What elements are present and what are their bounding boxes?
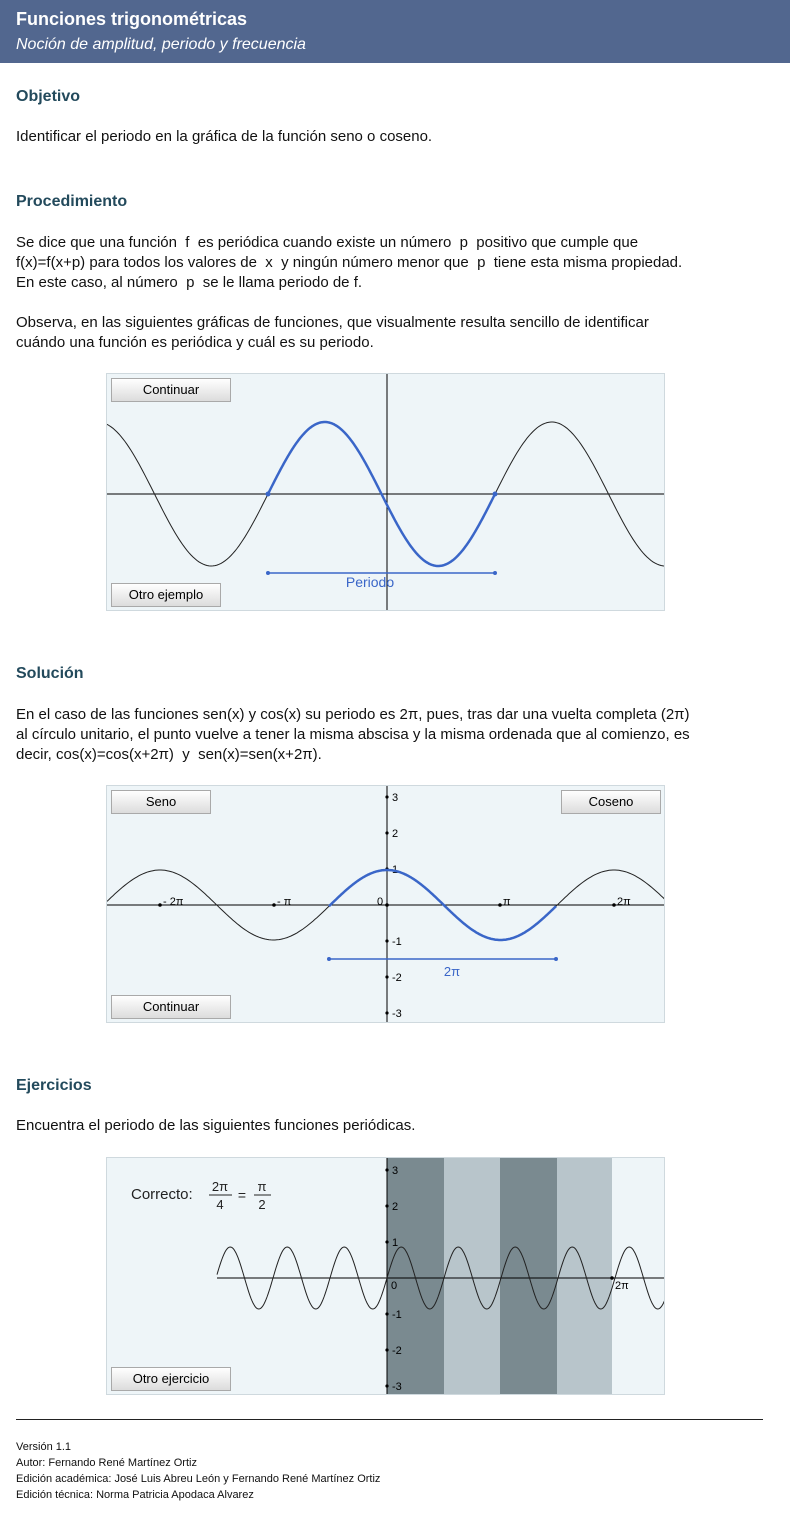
x-tick-label: 0 [377,896,383,908]
y-tick-label: -3 [392,1008,402,1020]
procedimiento-line-3: En este caso, al número p se le llama pe… [16,274,363,291]
exercise-panel[interactable]: 3 2 1 -1 -2 -3 0 2π Correcto: 2π 4 = π 2 Otro… [106,1157,665,1395]
y-tick-label: 3 [392,792,398,804]
period-highlight-curve [328,868,557,942]
objetivo-heading: Objetivo [16,88,81,105]
period-band-3 [500,1158,557,1394]
period-segment-start [327,957,331,961]
period-end-point[interactable] [492,491,498,497]
x-tick-2pi [610,1276,614,1280]
y-tick-mark [385,795,389,799]
solucion-paragraph: En el caso de las funciones sen(x) y cos… [16,705,766,765]
x-tick-label: π [503,896,511,908]
period-band-1 [387,1158,444,1394]
x-tick-label: - 2π [163,896,184,908]
author-text: Autor: Fernando René Martínez Ortiz [16,1457,197,1469]
y-tick-label: -1 [392,936,402,948]
version-text: Versión 1.1 [16,1441,72,1453]
period-segment-end [554,957,558,961]
page-title: Funciones trigonométricas [16,9,248,29]
y-tick-label: -1 [392,1309,402,1321]
page-subtitle: Noción de amplitud, periodo y frecuencia [16,36,306,53]
period-start-point[interactable] [265,491,271,497]
y-tick-mark [385,1204,389,1208]
solucion-heading: Solución [16,665,84,682]
x-tick-label: 2π [617,896,631,908]
sine-curve [216,1246,664,1310]
ejercicios-heading: Ejercicios [16,1077,92,1094]
y-tick-mark [385,831,389,835]
cosine-button[interactable]: Coseno [561,790,661,814]
correct-label: Correcto: [131,1186,193,1203]
y-tick-mark [385,1011,389,1015]
y-tick-mark [385,1348,389,1352]
sine-button[interactable]: Seno [111,790,211,814]
y-tick-mark [385,975,389,979]
y-tick-label: 2 [392,1201,398,1213]
footer-divider [16,1419,763,1420]
solucion-line-2: al círculo unitario, el punto vuelve a t… [16,726,690,743]
exercise-graph: 3 2 1 -1 -2 -3 0 2π Correcto: 2π 4 = π 2 [131,1158,664,1394]
x-tick-mark [385,903,389,907]
period-demo-graph: Periodo [107,374,664,610]
period-demo-panel[interactable]: Periodo Continuar Otro ejemplo [106,373,665,611]
x-tick-group: - 2π - π 0 π 2π [158,896,631,908]
period-segment-start [266,571,270,575]
procedimiento-line-1: Se dice que una función f es periódica c… [16,234,639,251]
y-tick-label: -2 [392,972,402,984]
procedimiento-paragraph-1: Se dice que una función f es periódica c… [16,233,766,293]
sine-cosine-graph: - 2π - π 0 π 2π 321-1-2-3 2π [107,786,664,1022]
period-label: 2π [444,964,460,979]
y-tick-mark [385,939,389,943]
fraction-2-numerator: π [258,1179,267,1194]
x-tick-label: - π [277,896,292,908]
procedimiento-line-4: Observa, en las siguientes gráficas de f… [16,314,649,331]
x-tick-mark [158,903,162,907]
sine-cosine-panel[interactable]: - 2π - π 0 π 2π 3 2 1 -1 -2 -3 2π Seno Coseno Con… [106,785,665,1023]
procedimiento-paragraph-2: Observa, en las siguientes gráficas de f… [16,313,766,353]
procedimiento-line-2: f(x)=f(x+p) para todos los valores de x … [16,254,683,271]
fraction-2-denominator: 2 [258,1197,265,1212]
other-exercise-button[interactable]: Otro ejercicio [111,1367,231,1391]
y-tick-mark [385,1312,389,1316]
y-tick-label: 1 [392,1237,398,1249]
solucion-line-3: decir, cos(x)=cos(x+2π) y sen(x)=sen(x+2… [16,746,322,763]
y-tick-mark [385,1168,389,1172]
x-tick-mark [612,903,616,907]
ejercicios-text: Encuentra el periodo de las siguientes f… [16,1117,416,1134]
fraction-1-denominator: 4 [216,1197,223,1212]
y-tick-label: -2 [392,1345,402,1357]
footer-credits: Versión 1.1 Autor: Fernando René Martíne… [16,1439,380,1503]
page-header: Funciones trigonométricas Noción de ampl… [0,0,790,63]
procedimiento-heading: Procedimiento [16,193,128,210]
solucion-line-1: En el caso de las funciones sen(x) y cos… [16,706,690,723]
x-tick-mark [272,903,276,907]
period-highlight-curve [266,420,497,568]
continue-button[interactable]: Continuar [111,995,231,1019]
fraction-1-numerator: 2π [212,1179,228,1194]
objetivo-text: Identificar el periodo en la gráfica de … [16,128,433,145]
procedimiento-line-5: cuándo una función es periódica y cuál e… [16,334,374,351]
y-tick-label: 3 [392,1165,398,1177]
period-segment-end [493,571,497,575]
y-tick-label: 2 [392,828,398,840]
x-tick-label-2pi: 2π [615,1280,629,1292]
continue-button[interactable]: Continuar [111,378,231,402]
equals-sign: = [238,1187,246,1203]
y-tick-group: 3 2 1 -1 -2 -3 [385,1165,402,1393]
x-tick-mark [498,903,502,907]
y-tick-label: -3 [392,1381,402,1393]
y-tick-mark [385,1240,389,1244]
period-label: Periodo [346,574,394,590]
academic-edition-text: Edición académica: José Luis Abreu León … [16,1473,381,1485]
other-example-button[interactable]: Otro ejemplo [111,583,221,607]
technical-edition-text: Edición técnica: Norma Patricia Apodaca … [16,1489,254,1501]
period-band-4 [557,1158,612,1394]
y-tick-mark [385,1384,389,1388]
x-tick-label-0: 0 [391,1280,397,1292]
